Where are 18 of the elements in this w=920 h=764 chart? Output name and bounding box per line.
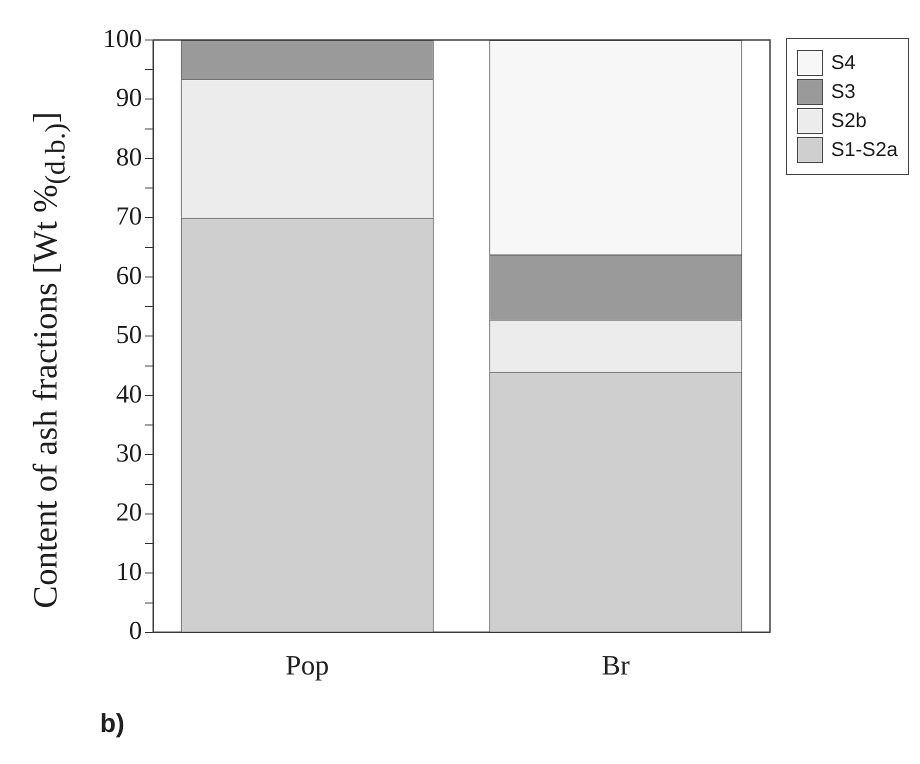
legend-label: S4 — [831, 52, 856, 74]
y-tick-label: 70 — [116, 202, 142, 231]
y-tick-label: 30 — [116, 438, 142, 468]
y-tick-label: 10 — [116, 556, 142, 586]
y-tick-label: 20 — [116, 498, 142, 527]
text: S1-S2a — [831, 138, 898, 162]
y-tick-label: 60 — [116, 260, 142, 290]
y-tick-label: 40 — [116, 379, 142, 408]
y-tick-label: 50 — [116, 320, 142, 350]
x-tick-label: Pop — [285, 650, 330, 682]
y-tick-label: 80 — [116, 142, 142, 172]
y-tick-label: 0 — [129, 616, 142, 646]
legend-label: S2b — [831, 110, 867, 132]
legend-label: S3 — [831, 80, 856, 104]
x-tick-label: Br — [602, 650, 630, 682]
y-tick-label: 90 — [116, 83, 142, 112]
y-tick-label: 100 — [103, 24, 142, 53]
text: b) — [100, 708, 125, 739]
